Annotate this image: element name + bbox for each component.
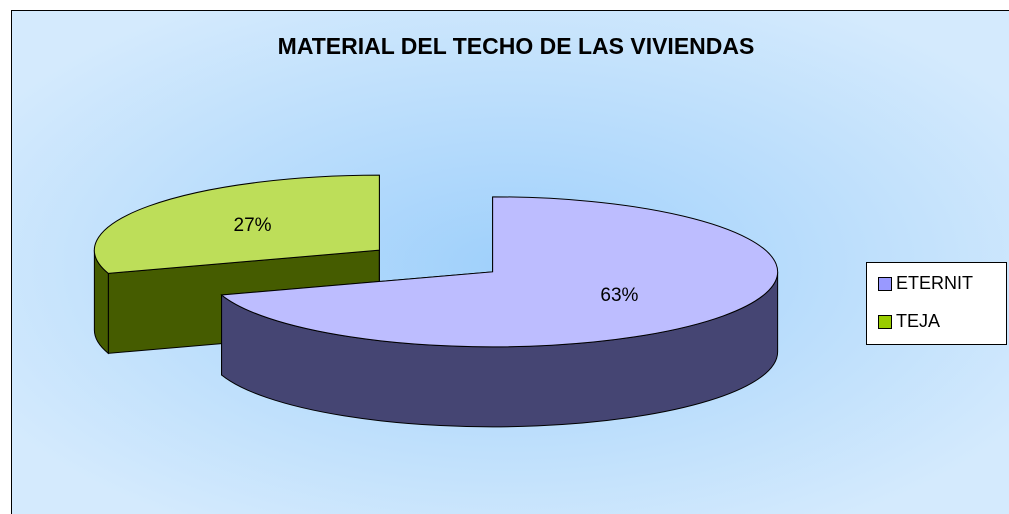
legend-swatch [878,277,892,291]
legend-label: ETERNIT [896,273,973,293]
legend [866,262,1007,345]
chart-title: MATERIAL DEL TECHO DE LAS VIVIENDAS [278,33,755,59]
data-label: 63% [600,285,638,306]
data-label: 27% [234,215,272,236]
legend-swatch [878,315,892,329]
slice [93,174,380,274]
slice [220,196,779,348]
legend-label: TEJA [896,311,940,331]
